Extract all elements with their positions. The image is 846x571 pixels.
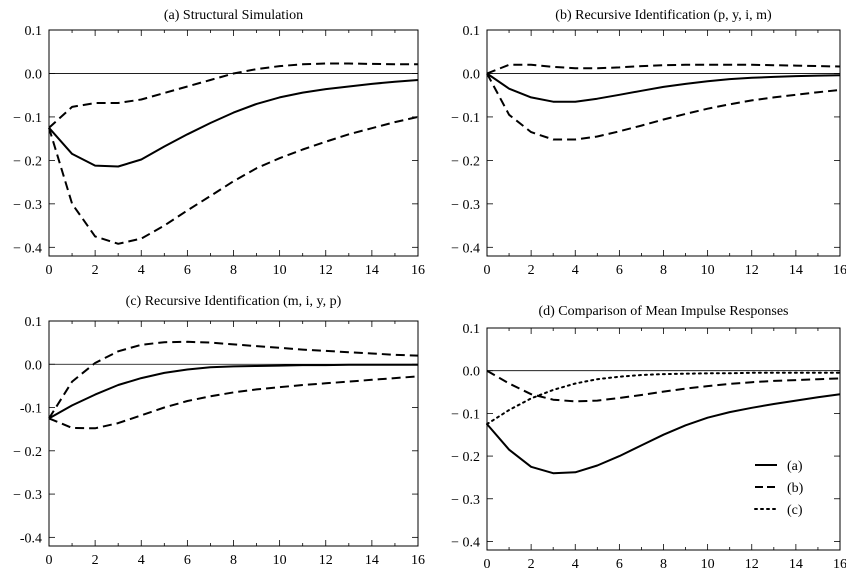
x-tick-label: 0: [46, 263, 53, 278]
plot-frame: [48, 320, 419, 547]
series-line-a: [486, 393, 841, 475]
legend-label: (b): [787, 481, 804, 496]
x-tick-label: 10: [701, 263, 715, 278]
series-line-dashed-1: [48, 62, 418, 129]
y-tick-label: 0.0: [463, 67, 481, 82]
y-tick-label: − 0.1: [13, 111, 42, 126]
x-tick-label: 4: [138, 553, 145, 568]
y-tick-label: − 0.3: [13, 198, 42, 213]
y-tick-label: − 0.4: [451, 535, 480, 550]
panel-title: (a) Structural Simulation: [164, 8, 303, 23]
panel-b: (b) Recursive Identification (p, y, i, m…: [451, 8, 846, 278]
y-tick-label: − 0.3: [13, 488, 42, 503]
y-tick-label: − 0.2: [451, 450, 480, 465]
y-tick-label: -0.4: [20, 531, 42, 546]
panel-a: (a) Structural Simulation 0.1 0.0 − 0.1 − 0.…: [13, 8, 425, 278]
x-tick-label: 12: [745, 263, 759, 278]
x-tick-label: 2: [528, 557, 535, 571]
x-tick-label: 4: [572, 557, 579, 571]
y-tick-label: 0.1: [25, 24, 43, 39]
series-line-dashed-2: [48, 115, 419, 245]
x-tick-label: 16: [411, 553, 425, 568]
y-tick-label: − 0.2: [13, 445, 42, 460]
x-tick-label: 12: [319, 263, 333, 278]
x-tick-label: 0: [46, 553, 53, 568]
series-line-dashed-1: [48, 340, 419, 419]
y-tick-label: − 0.1: [451, 111, 480, 126]
x-tick-label: 6: [184, 553, 191, 568]
legend-label: (a): [787, 459, 803, 474]
x-tick-label: 8: [660, 557, 667, 571]
x-tick-label: 4: [138, 263, 145, 278]
plot-frame: [486, 29, 841, 257]
x-tick-label: 16: [833, 263, 846, 278]
legend: (a) (b) (c): [754, 459, 804, 518]
panel-title: (c) Recursive Identification (m, i, y, p…: [126, 294, 342, 309]
panel-title: (d) Comparison of Mean Impulse Responses: [538, 304, 788, 319]
x-tick-label: 10: [273, 553, 287, 568]
y-tick-label: 0.0: [463, 365, 481, 380]
x-tick-label: 6: [616, 263, 623, 278]
x-tick-label: 10: [273, 263, 287, 278]
x-tick-label: 8: [230, 263, 237, 278]
x-tick-label: 12: [319, 553, 333, 568]
x-tick-label: 0: [484, 557, 491, 571]
y-tick-label: − 0.3: [451, 493, 480, 508]
y-tick-label: − 0.1: [451, 407, 480, 422]
y-tick-label: − 0.2: [13, 154, 42, 169]
x-tick-label: 12: [745, 557, 759, 571]
legend-label: (c): [787, 503, 803, 518]
x-tick-label: 0: [484, 263, 491, 278]
x-tick-label: 6: [184, 263, 191, 278]
x-tick-label: 14: [365, 263, 379, 278]
panel-d: (d) Comparison of Mean Impulse Responses…: [451, 304, 846, 571]
x-tick-label: 14: [365, 553, 379, 568]
x-tick-label: 16: [833, 557, 846, 571]
panel-title: (b) Recursive Identification (p, y, i, m…: [555, 8, 772, 23]
x-tick-label: 14: [789, 263, 803, 278]
x-tick-label: 10: [701, 557, 715, 571]
y-tick-label: − 0.4: [451, 241, 480, 256]
x-tick-label: 2: [92, 263, 99, 278]
y-tick-label: − 0.4: [13, 241, 42, 256]
y-tick-label: 0.0: [25, 67, 43, 82]
series-line-b: [486, 369, 841, 403]
y-tick-label: -0.1: [20, 402, 42, 417]
series-line-dashed-2: [48, 375, 419, 430]
x-tick-label: 6: [616, 557, 623, 571]
y-tick-label: 0.1: [463, 322, 481, 337]
x-tick-label: 14: [789, 557, 803, 571]
series-line-solid-0: [48, 363, 418, 420]
series-line-dashed-2: [486, 73, 841, 141]
x-tick-label: 2: [528, 263, 535, 278]
x-tick-label: 2: [92, 553, 99, 568]
y-tick-label: 0.1: [463, 24, 481, 39]
panel-c: (c) Recursive Identification (m, i, y, p…: [13, 294, 425, 568]
y-tick-label: − 0.3: [451, 198, 480, 213]
x-tick-label: 16: [411, 263, 425, 278]
y-tick-label: − 0.2: [451, 154, 480, 169]
x-tick-label: 8: [660, 263, 667, 278]
series-line-solid-0: [486, 72, 841, 103]
x-tick-label: 4: [572, 263, 579, 278]
x-tick-label: 8: [230, 553, 237, 568]
y-tick-label: 0.0: [25, 358, 43, 373]
y-tick-label: 0.1: [25, 315, 43, 330]
series-line-c: [486, 371, 841, 426]
series-line-dashed-1: [486, 63, 841, 75]
series-line-solid-0: [48, 79, 419, 168]
